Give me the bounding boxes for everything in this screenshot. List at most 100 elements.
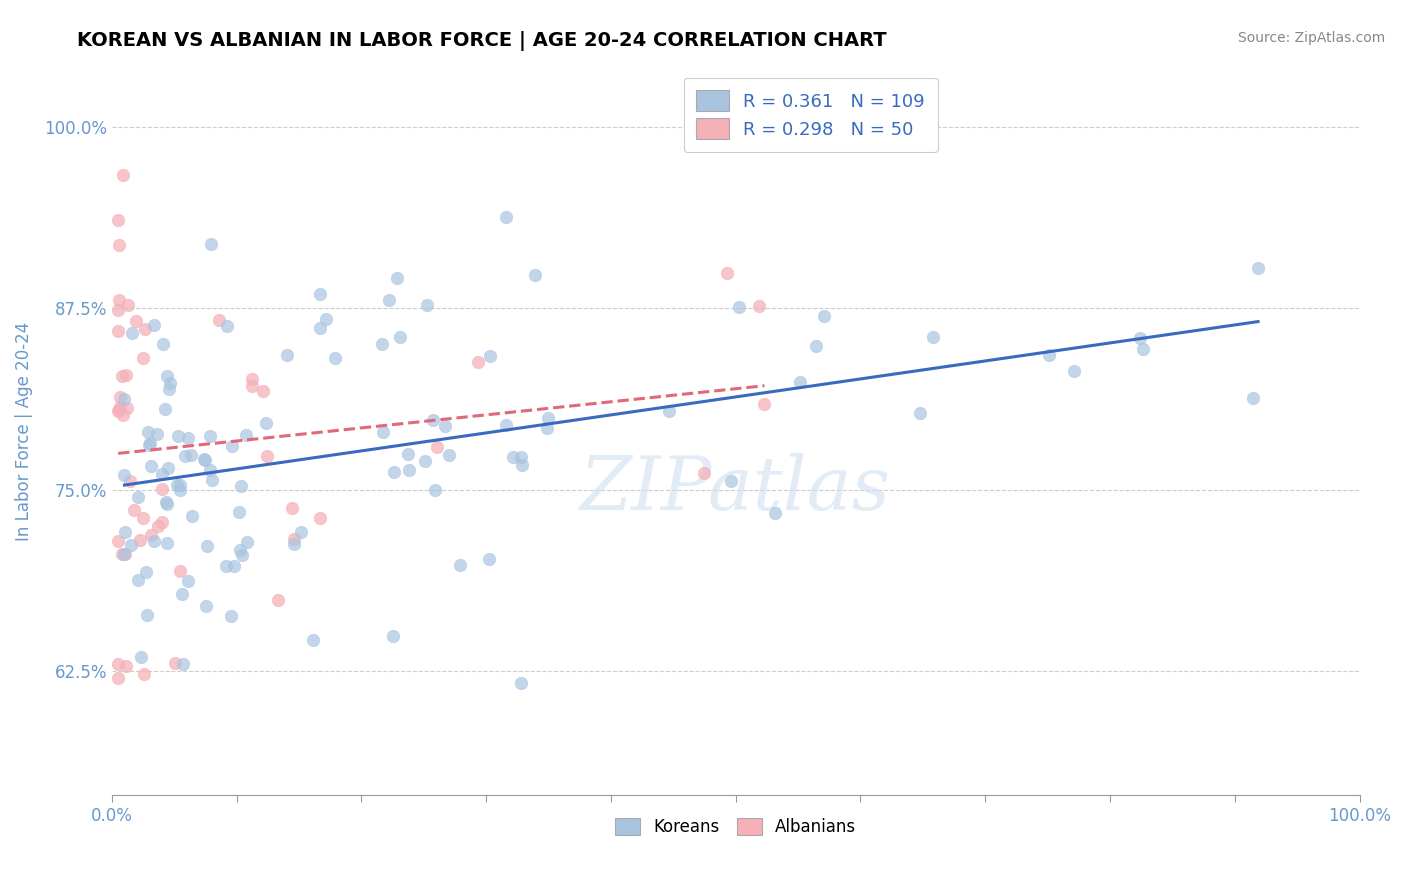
Point — [231, 548, 253, 562]
Point — [267, 592, 290, 607]
Point — [510, 450, 533, 464]
Point — [117, 298, 139, 312]
Point — [215, 559, 238, 574]
Point — [789, 375, 811, 389]
Point — [309, 321, 332, 335]
Point — [157, 460, 180, 475]
Point — [467, 354, 489, 368]
Point — [495, 210, 517, 224]
Point — [112, 408, 135, 422]
Point — [176, 431, 198, 445]
Point — [107, 533, 129, 548]
Point — [425, 440, 447, 454]
Point — [219, 608, 242, 623]
Point — [114, 392, 136, 407]
Point — [134, 322, 156, 336]
Point — [309, 287, 332, 301]
Point — [193, 452, 215, 467]
Legend: Koreans, Albanians: Koreans, Albanians — [607, 810, 865, 845]
Point — [217, 318, 239, 333]
Point — [200, 236, 222, 251]
Point — [115, 368, 138, 383]
Point — [1241, 392, 1264, 406]
Point — [382, 465, 405, 479]
Point — [150, 515, 173, 529]
Point — [111, 169, 134, 183]
Point — [114, 525, 136, 540]
Point — [763, 506, 786, 520]
Point — [107, 671, 129, 685]
Point — [135, 607, 157, 622]
Point — [385, 271, 408, 285]
Point — [236, 534, 259, 549]
Point — [228, 504, 250, 518]
Text: ZIPatlas: ZIPatlas — [581, 453, 891, 526]
Point — [413, 454, 436, 468]
Point — [754, 397, 776, 411]
Point — [315, 311, 337, 326]
Point — [136, 425, 159, 440]
Point — [120, 475, 142, 489]
Point — [163, 657, 186, 671]
Point — [146, 519, 169, 533]
Point — [416, 298, 439, 312]
Point — [921, 330, 943, 344]
Point — [156, 369, 179, 384]
Point — [139, 436, 162, 450]
Point — [115, 401, 138, 415]
Point — [222, 558, 245, 573]
Point — [172, 657, 194, 671]
Point — [398, 463, 420, 477]
Point — [502, 450, 524, 464]
Point — [229, 543, 252, 558]
Point — [693, 466, 716, 480]
Point — [132, 351, 155, 366]
Point — [129, 650, 152, 665]
Point — [523, 268, 546, 282]
Point — [127, 573, 149, 587]
Point — [716, 266, 738, 280]
Point — [107, 325, 129, 339]
Point — [155, 401, 177, 416]
Point — [423, 483, 446, 497]
Point — [240, 378, 263, 392]
Point — [195, 539, 218, 553]
Point — [150, 482, 173, 496]
Point — [283, 532, 305, 546]
Point — [748, 299, 770, 313]
Point — [194, 452, 217, 467]
Point — [301, 632, 323, 647]
Point — [377, 293, 399, 308]
Point — [159, 376, 181, 390]
Point — [908, 406, 931, 420]
Point — [371, 336, 394, 351]
Point — [495, 418, 517, 433]
Point — [169, 564, 191, 578]
Point — [157, 383, 180, 397]
Point — [138, 438, 160, 452]
Point — [120, 539, 142, 553]
Point — [107, 237, 129, 252]
Point — [125, 314, 148, 328]
Point — [658, 404, 681, 418]
Point — [127, 491, 149, 505]
Point — [170, 586, 193, 600]
Point — [510, 458, 533, 472]
Point — [122, 503, 145, 517]
Point — [129, 533, 152, 548]
Point — [141, 528, 163, 542]
Point — [1132, 342, 1154, 356]
Point — [107, 657, 129, 671]
Point — [509, 676, 531, 690]
Point — [114, 547, 136, 561]
Point — [115, 658, 138, 673]
Point — [325, 351, 347, 366]
Point — [276, 348, 298, 362]
Point — [156, 497, 179, 511]
Point — [1129, 331, 1152, 345]
Text: Source: ZipAtlas.com: Source: ZipAtlas.com — [1237, 31, 1385, 45]
Point — [727, 300, 749, 314]
Point — [478, 552, 501, 566]
Point — [240, 372, 263, 386]
Point — [150, 467, 173, 481]
